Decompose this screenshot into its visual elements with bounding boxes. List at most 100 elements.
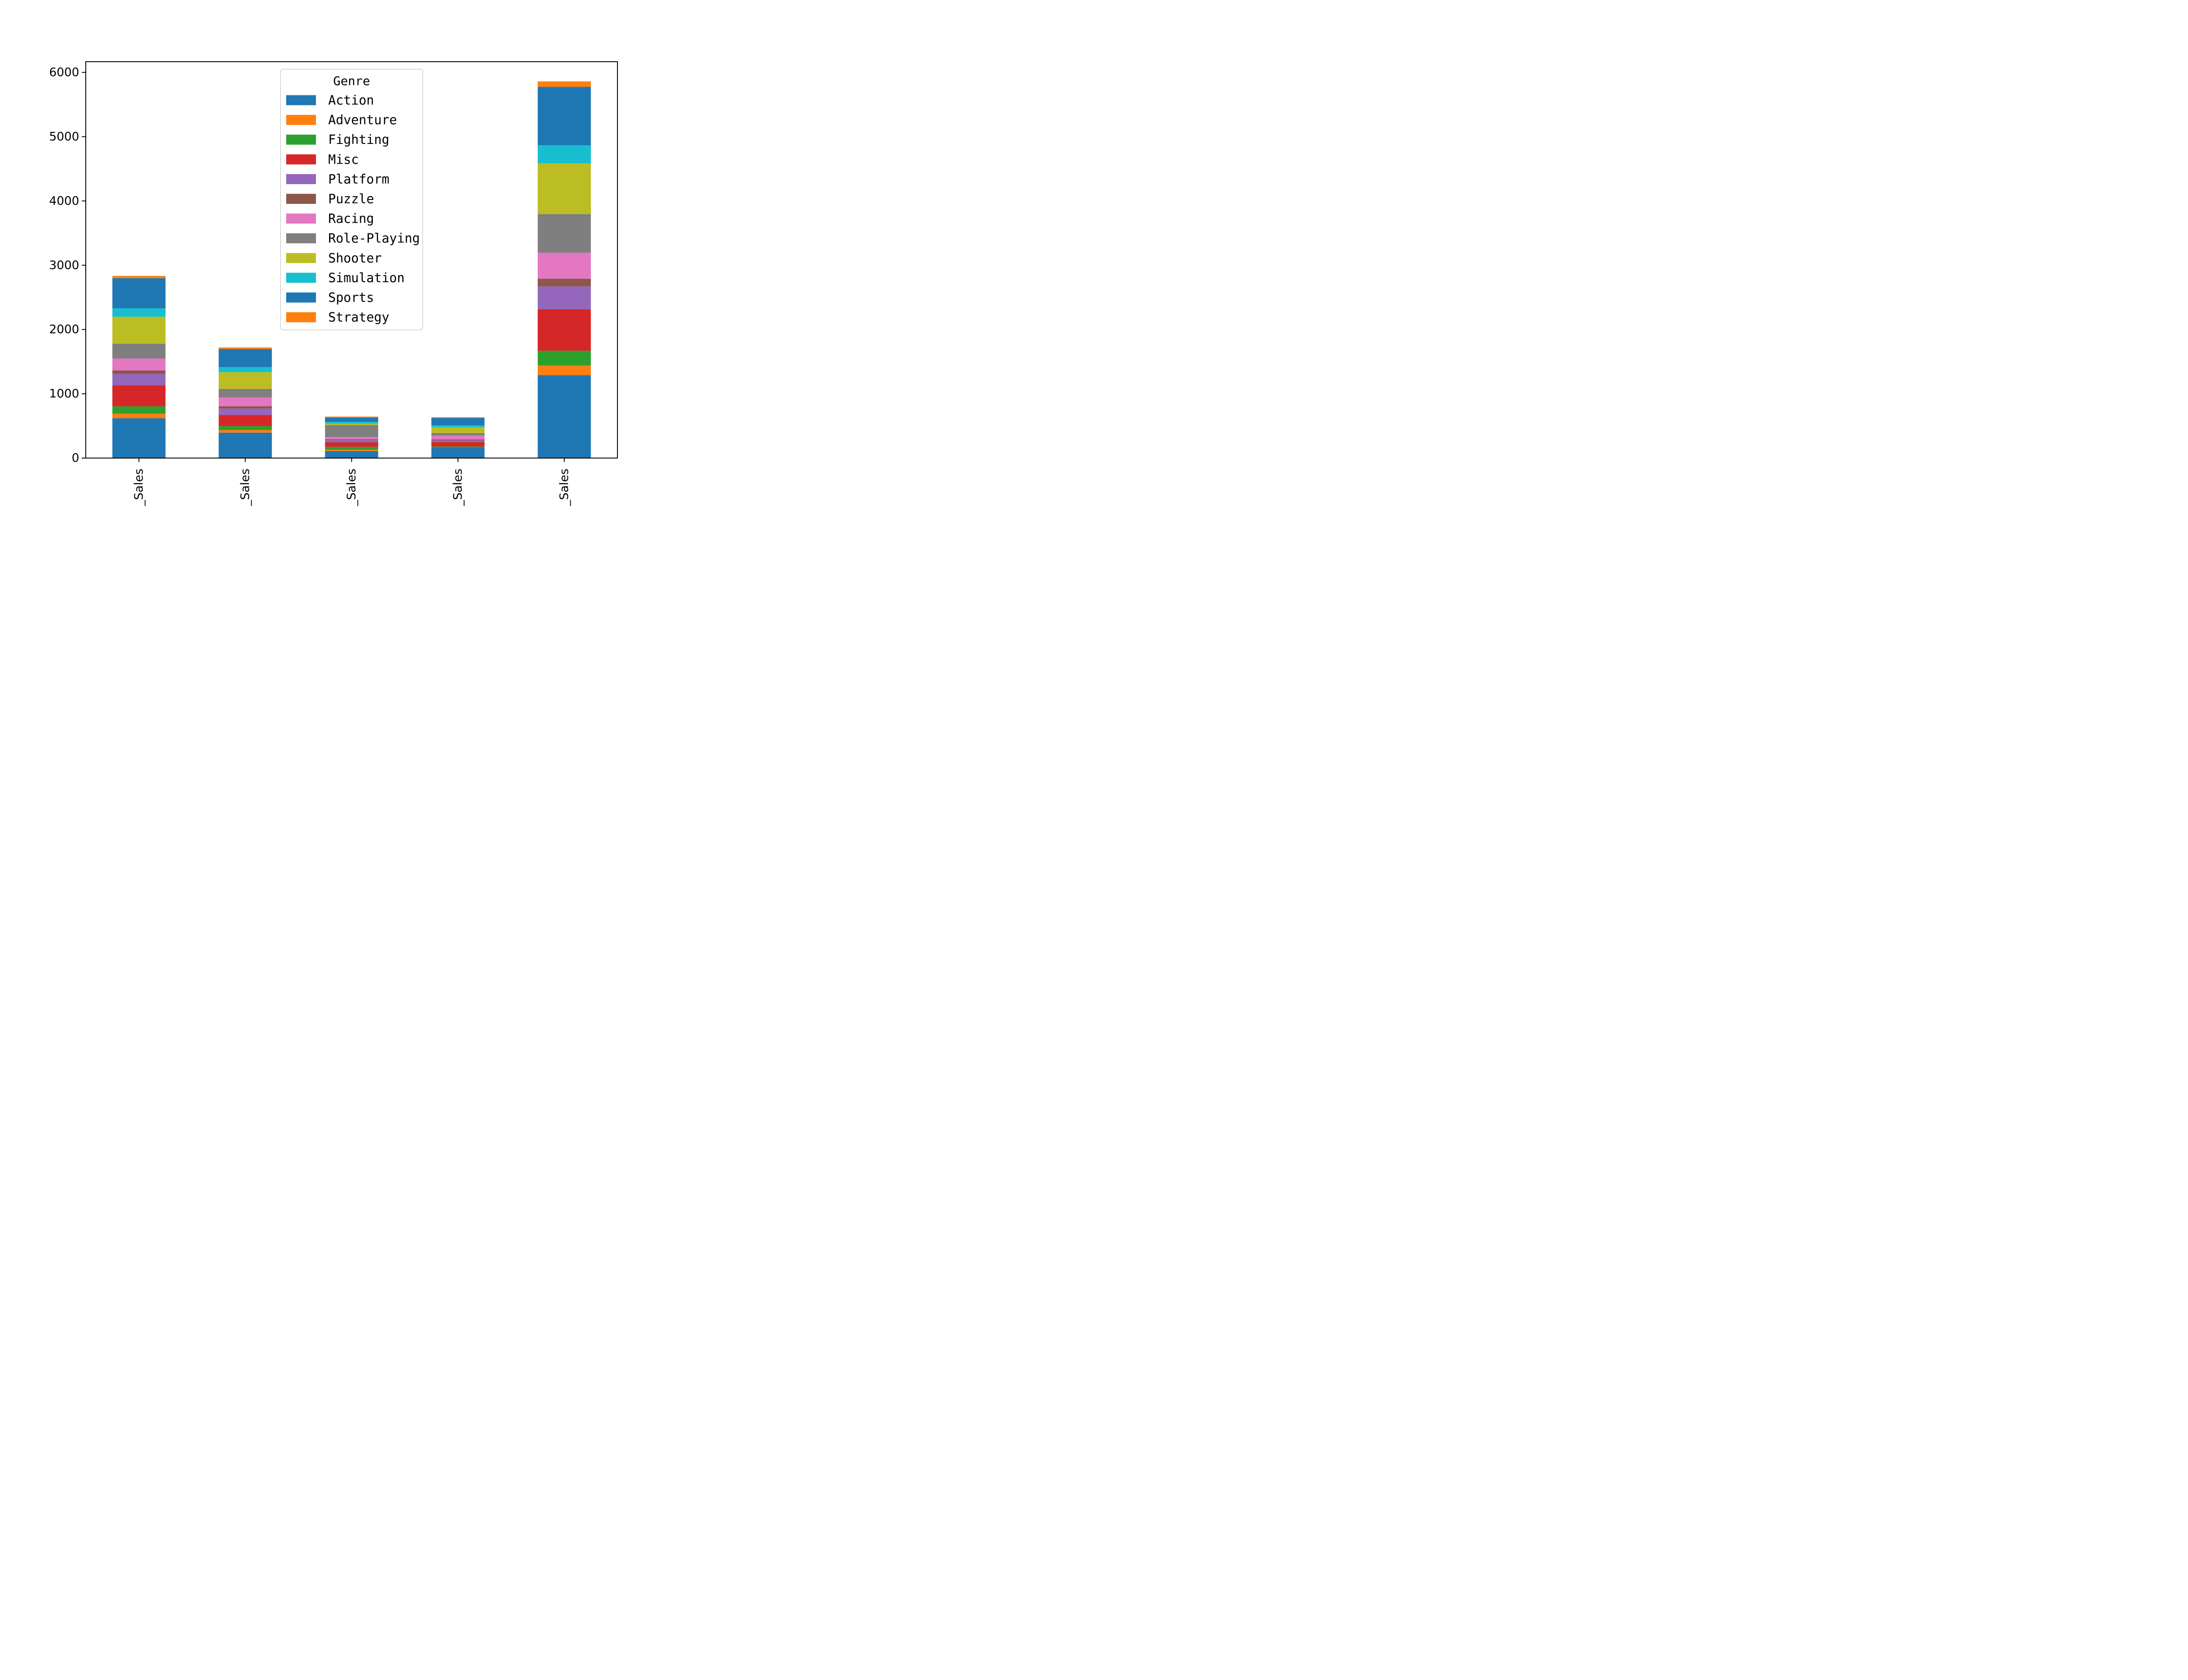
bar-puzzle-1	[218, 406, 272, 409]
x-tick-label: _Sales	[558, 469, 571, 506]
legend-swatch-adventure	[286, 115, 316, 125]
bar-strategy-2	[325, 416, 379, 418]
legend-label-fighting: Fighting	[328, 132, 389, 147]
bar-action-1	[218, 432, 272, 458]
legend-swatch-simulation	[286, 273, 316, 283]
bar-strategy-1	[218, 347, 272, 349]
bar-fighting-1	[218, 426, 272, 430]
bar-sports-2	[325, 417, 379, 422]
bar-sports-4	[537, 87, 591, 146]
legend-label-racing: Racing	[328, 211, 374, 226]
bar-platform-3	[431, 440, 485, 442]
bar-fighting-3	[431, 446, 485, 448]
bar-simulation-2	[325, 421, 379, 424]
bar-action-2	[325, 451, 379, 458]
bar-racing-0	[112, 358, 166, 371]
bar-simulation-4	[537, 145, 591, 164]
bar-simulation-0	[112, 308, 166, 317]
legend-swatch-fighting	[286, 134, 316, 145]
bar-fighting-0	[112, 406, 166, 414]
bar-misc-1	[218, 415, 272, 427]
y-tick-label: 2000	[49, 323, 79, 336]
bar-platform-0	[112, 374, 166, 385]
bar-platform-4	[537, 286, 591, 309]
bar-platform-1	[218, 408, 272, 415]
bar-misc-3	[431, 442, 485, 447]
bars-group	[112, 81, 591, 458]
bar-role-playing-1	[218, 388, 272, 398]
legend-label-simulation: Simulation	[328, 270, 405, 285]
bar-puzzle-3	[431, 439, 485, 441]
bar-simulation-3	[431, 425, 485, 427]
bar-strategy-0	[112, 276, 166, 278]
legend-title: Genre	[333, 74, 370, 88]
legend-swatch-role-playing	[286, 233, 316, 244]
y-tick-label: 3000	[49, 259, 79, 272]
legend-swatch-racing	[286, 214, 316, 224]
y-tick-label: 6000	[49, 66, 79, 79]
bar-puzzle-4	[537, 279, 591, 287]
bar-puzzle-2	[325, 439, 379, 440]
x-tick-label: _Sales	[132, 469, 146, 506]
bar-racing-1	[218, 397, 272, 406]
axes-group: 0 1000 2000 3000 4000 5000 6000 _Sales _Sales _Sa…	[49, 61, 618, 506]
bar-shooter-3	[431, 427, 485, 433]
bar-role-playing-0	[112, 343, 166, 359]
bar-simulation-1	[218, 367, 272, 372]
y-tick-label: 4000	[49, 194, 79, 208]
legend-label-action: Action	[328, 93, 374, 108]
bar-sports-0	[112, 278, 166, 308]
bar-sports-1	[218, 349, 272, 367]
bar-action-4	[537, 375, 591, 458]
legend-swatch-platform	[286, 174, 316, 184]
x-tick-label: _Sales	[451, 469, 465, 506]
bar-racing-4	[537, 252, 591, 279]
bar-platform-2	[325, 440, 379, 443]
legend-swatch-strategy	[286, 312, 316, 322]
legend: Genre Action Adventure Fighting Misc Platform…	[280, 69, 423, 330]
bar-shooter-0	[112, 316, 166, 344]
x-tick-label: _Sales	[238, 469, 252, 506]
legend-label-role-playing: Role-Playing	[328, 231, 420, 246]
legend-swatch-shooter	[286, 253, 316, 263]
legend-swatch-sports	[286, 292, 316, 303]
legend-swatch-misc	[286, 154, 316, 164]
bar-adventure-4	[537, 365, 591, 375]
y-tick-label: 1000	[49, 387, 79, 401]
bar-fighting-2	[325, 447, 379, 450]
legend-swatch-action	[286, 95, 316, 105]
bar-adventure-0	[112, 413, 166, 419]
bar-racing-2	[325, 437, 379, 439]
bar-role-playing-3	[431, 433, 485, 436]
legend-label-sports: Sports	[328, 290, 374, 305]
bar-action-3	[431, 448, 485, 458]
bar-strategy-3	[431, 417, 485, 418]
bar-misc-2	[325, 442, 379, 447]
legend-label-shooter: Shooter	[328, 251, 382, 266]
bar-sports-3	[431, 418, 485, 426]
bar-action-0	[112, 418, 166, 458]
bar-misc-4	[537, 309, 591, 351]
bar-fighting-4	[537, 350, 591, 366]
legend-label-platform: Platform	[328, 172, 389, 186]
legend-label-puzzle: Puzzle	[328, 192, 374, 206]
bar-racing-3	[431, 435, 485, 440]
legend-label-misc: Misc	[328, 152, 359, 167]
bar-shooter-4	[537, 163, 591, 214]
y-tick-label: 0	[72, 452, 79, 465]
legend-label-adventure: Adventure	[328, 112, 397, 127]
x-tick-label: _Sales	[345, 469, 358, 506]
y-tick-label: 5000	[49, 130, 79, 144]
stacked-bar-chart: 0 1000 2000 3000 4000 5000 6000 _Sales _Sales _Sa…	[0, 0, 677, 514]
bar-puzzle-0	[112, 370, 166, 374]
bar-shooter-1	[218, 372, 272, 389]
bar-role-playing-2	[325, 425, 379, 438]
bar-adventure-1	[218, 430, 272, 433]
bar-role-playing-4	[537, 214, 591, 253]
legend-swatch-puzzle	[286, 194, 316, 204]
legend-box	[280, 69, 423, 330]
bar-strategy-4	[537, 81, 591, 87]
bar-shooter-2	[325, 424, 379, 425]
legend-label-strategy: Strategy	[328, 310, 389, 325]
bar-adventure-2	[325, 449, 379, 451]
